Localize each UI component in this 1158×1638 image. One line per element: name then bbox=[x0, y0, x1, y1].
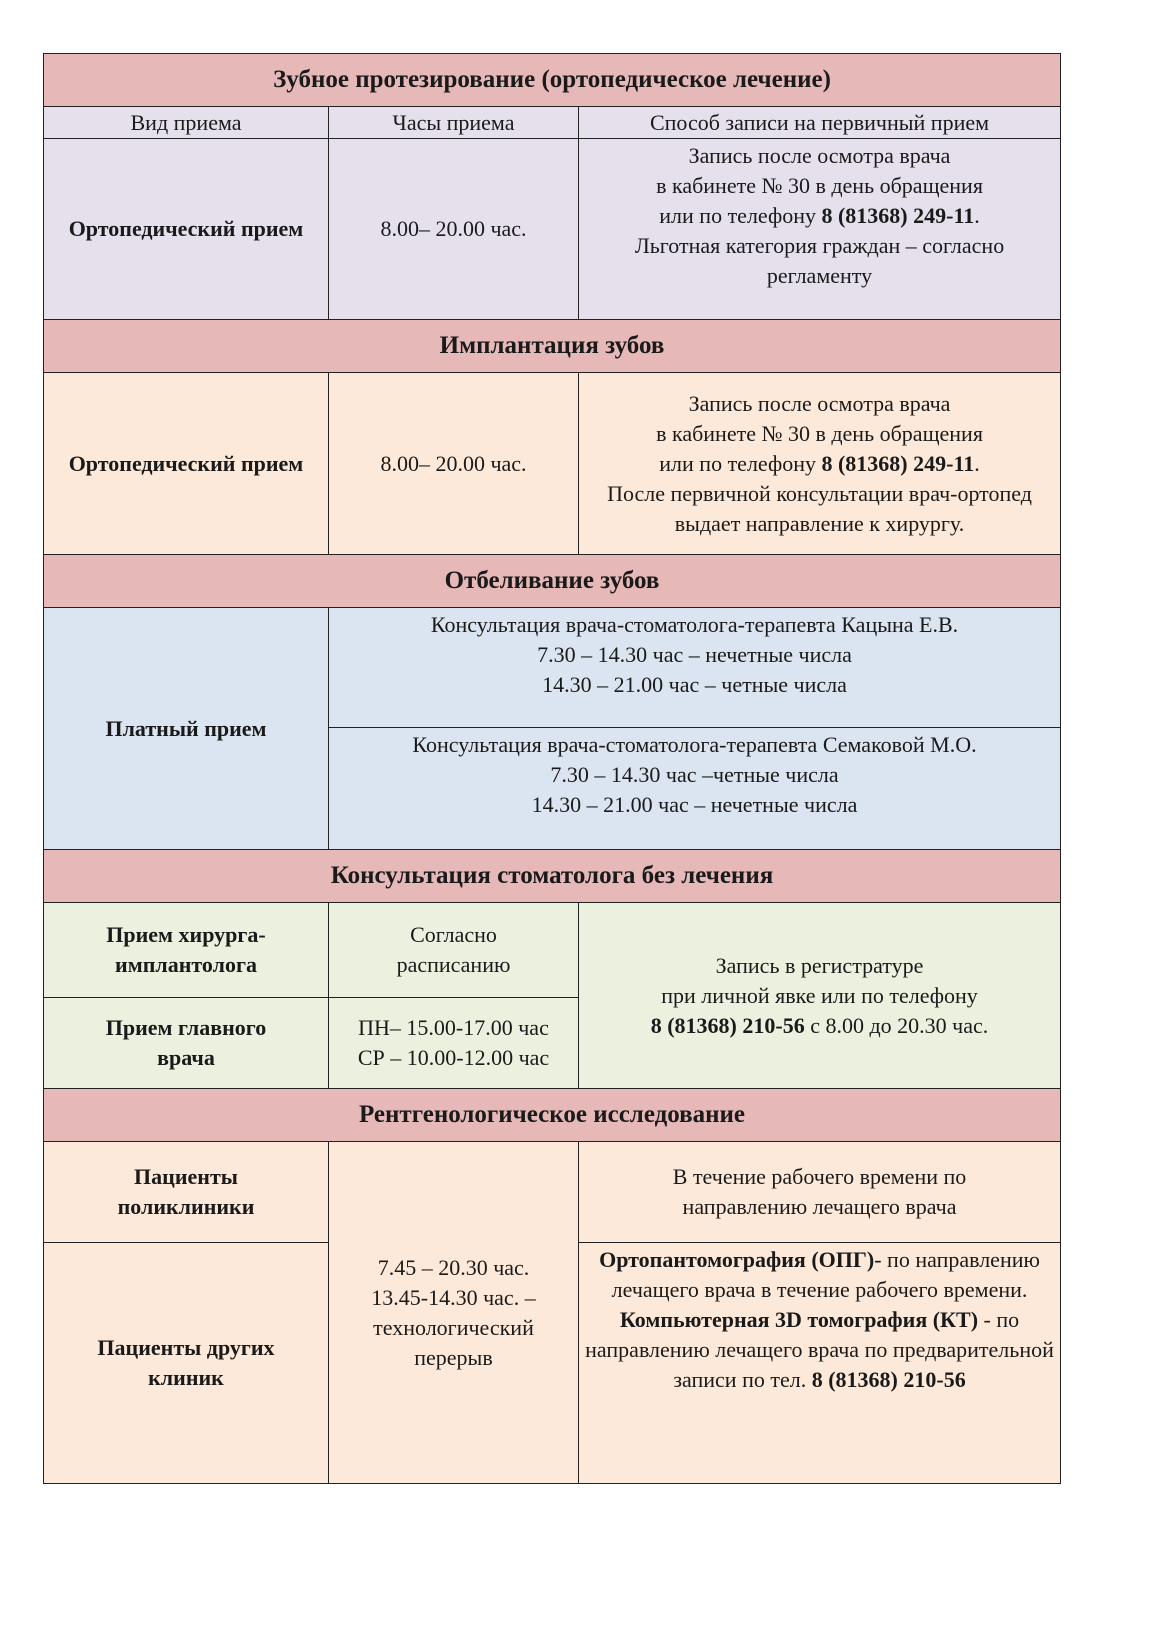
appointment-hours: 8.00– 20.00 час. bbox=[328, 138, 579, 320]
appointment-type: Пациенты поликлиники bbox=[43, 1141, 329, 1243]
section-title: Зубное протезирование (ортопедическое ле… bbox=[42, 53, 1062, 107]
phone-number: 8 (81368) 210-56 bbox=[811, 1367, 966, 1392]
schedule-table: Зубное протезирование (ортопедическое ле… bbox=[42, 53, 1062, 1484]
booking-method: Ортопантомография (ОПГ)- по направлению … bbox=[577, 1242, 1062, 1484]
column-header: Способ записи на первичный прием bbox=[577, 106, 1062, 139]
phone-number: 8 (81368) 249-11 bbox=[821, 203, 975, 228]
doctor-schedule: Консультация врача-стоматолога-терапевта… bbox=[327, 607, 1062, 728]
column-header: Вид приема bbox=[43, 106, 329, 139]
booking-method: Запись после осмотра врача в кабинете № … bbox=[577, 372, 1062, 555]
section-title: Имплантация зубов bbox=[42, 319, 1062, 373]
booking-method: В течение рабочего времени по направлени… bbox=[577, 1141, 1062, 1243]
appointment-hours: 7.45 – 20.30 час. 13.45-14.30 час. – тех… bbox=[328, 1141, 579, 1484]
appointment-hours: 8.00– 20.00 час. bbox=[328, 372, 579, 555]
booking-method: Запись в регистратуре при личной явке ил… bbox=[577, 902, 1062, 1089]
appointment-hours: Согласно расписанию bbox=[328, 902, 579, 998]
appointment-type: Ортопедический прием bbox=[43, 138, 329, 320]
phone-number: 8 (81368) 210-56 bbox=[650, 1012, 805, 1038]
section-title: Отбеливание зубов bbox=[42, 554, 1062, 608]
appointment-hours: ПН– 15.00-17.00 час СР – 10.00-12.00 час bbox=[328, 997, 579, 1089]
appointment-type: Прием главного врача bbox=[43, 997, 329, 1089]
appointment-type: Прием хирурга-имплантолога bbox=[43, 902, 329, 998]
column-header: Часы приема bbox=[328, 106, 579, 139]
appointment-type: Платный прием bbox=[43, 607, 329, 850]
doctor-schedule: Консультация врача-стоматолога-терапевта… bbox=[327, 727, 1062, 850]
section-title: Консультация стоматолога без лечения bbox=[42, 849, 1062, 903]
phone-number: 8 (81368) 249-11 bbox=[821, 450, 975, 476]
appointment-type: Ортопедический прием bbox=[43, 372, 329, 555]
section-title: Рентгенологическое исследование bbox=[42, 1088, 1062, 1142]
appointment-type: Пациенты других клиник bbox=[43, 1242, 329, 1484]
booking-method: Запись после осмотра врача в кабинете № … bbox=[577, 138, 1062, 320]
